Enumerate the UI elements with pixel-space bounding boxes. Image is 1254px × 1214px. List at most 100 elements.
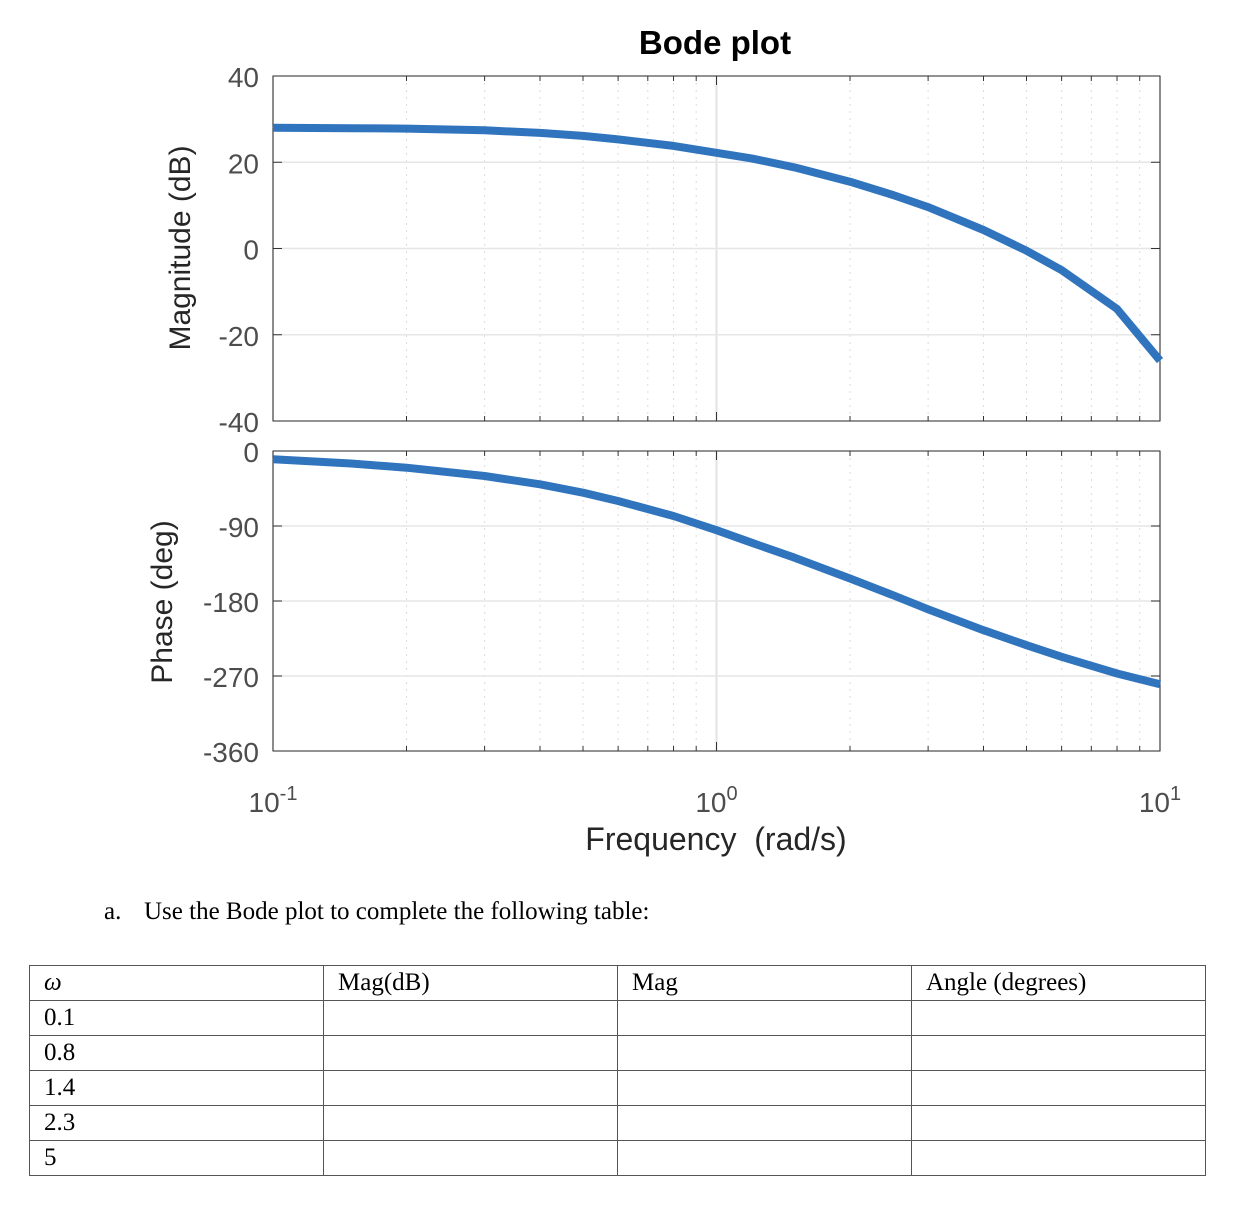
answer-cell[interactable] xyxy=(911,1140,1206,1176)
x-tick-label: 10-1 xyxy=(249,783,298,818)
x-tick-label: 101 xyxy=(1139,783,1181,818)
data-point xyxy=(272,127,274,129)
table-row: 0.1 xyxy=(29,1000,1206,1036)
data-point xyxy=(673,515,675,517)
data-point xyxy=(794,166,796,168)
phase-y-axis-label: Phase (deg) xyxy=(146,520,179,683)
table-row: 0.8 xyxy=(29,1035,1206,1071)
data-point xyxy=(892,594,894,596)
data-point xyxy=(1116,673,1118,674)
data-point xyxy=(582,492,584,494)
answer-cell[interactable] xyxy=(323,1070,618,1106)
data-point xyxy=(350,463,352,464)
answer-cell[interactable] xyxy=(911,1105,1206,1141)
answer-cell[interactable] xyxy=(617,1035,912,1071)
magnitude-panel: 40 20 0 -20 -40 xyxy=(219,62,1164,438)
y-tick-label: -90 xyxy=(219,512,259,543)
omega-cell: 5 xyxy=(29,1140,324,1176)
answer-cell[interactable] xyxy=(617,1105,912,1141)
data-point xyxy=(673,145,675,147)
data-point xyxy=(849,578,851,579)
y-tick-label: 0 xyxy=(243,437,259,468)
answer-cell[interactable] xyxy=(617,1000,912,1036)
table-header-row: ω Mag(dB) Mag Angle (degrees) xyxy=(29,965,1206,1001)
question-label: a. xyxy=(104,898,122,925)
data-point xyxy=(484,475,486,477)
header-mag: Mag xyxy=(617,965,912,1001)
data-point xyxy=(751,157,753,159)
data-point xyxy=(350,127,352,129)
axis-box xyxy=(272,75,1161,422)
data-point xyxy=(1159,360,1161,362)
answer-table: ω Mag(dB) Mag Angle (degrees) 0.1 0.8 1.4 2… xyxy=(29,965,1206,1176)
answer-cell[interactable] xyxy=(323,1105,618,1141)
bode-plot-figure: Bode plot 40 20 0 -20 -40 0 -90 -180 -270 -360 1… xyxy=(146,24,1182,857)
data-point xyxy=(1025,644,1027,646)
phase-panel: 0 -90 -180 -270 -360 xyxy=(203,437,1161,768)
header-angle: Angle (degrees) xyxy=(911,965,1206,1001)
omega-cell: 0.8 xyxy=(29,1035,324,1071)
header-omega: ω xyxy=(29,965,324,1001)
data-point xyxy=(983,629,985,631)
x-tick-base: 10 xyxy=(695,787,726,818)
answer-cell[interactable] xyxy=(617,1140,912,1176)
answer-cell[interactable] xyxy=(323,1000,618,1036)
answer-cell[interactable] xyxy=(323,1035,618,1071)
data-point xyxy=(983,229,985,231)
data-point xyxy=(582,135,584,137)
data-point xyxy=(617,500,619,502)
x-axis-ticks: 10-1 100 101 xyxy=(249,783,1182,818)
answer-cell[interactable] xyxy=(323,1140,618,1176)
magnitude-y-axis-label: Magnitude (dB) xyxy=(164,145,197,350)
axis-box xyxy=(272,450,1161,752)
chart-title: Bode plot xyxy=(639,24,791,61)
x-tick-exponent: 0 xyxy=(727,783,738,805)
data-point xyxy=(406,467,408,469)
data-point xyxy=(1061,656,1063,658)
y-tick-label: -270 xyxy=(203,662,259,693)
answer-cell[interactable] xyxy=(911,1070,1206,1106)
y-tick-label: 40 xyxy=(228,62,259,93)
data-point xyxy=(1025,250,1027,252)
data-point xyxy=(484,129,486,131)
omega-cell: 1.4 xyxy=(29,1070,324,1106)
y-tick-label: 0 xyxy=(243,235,259,266)
y-tick-label: 20 xyxy=(228,148,259,179)
table-row: 2.3 xyxy=(29,1105,1206,1141)
data-point xyxy=(1061,269,1063,271)
answer-cell[interactable] xyxy=(911,1000,1206,1036)
omega-cell: 2.3 xyxy=(29,1105,324,1141)
x-axis-label: Frequency (rad/s) xyxy=(585,821,846,857)
data-point xyxy=(1116,308,1118,310)
data-point xyxy=(892,194,894,196)
question-text: Use the Bode plot to complete the follow… xyxy=(144,898,650,925)
data-point xyxy=(539,483,541,485)
x-tick-exponent: 1 xyxy=(1170,783,1181,805)
y-tick-label: -360 xyxy=(203,737,259,768)
data-point xyxy=(1159,683,1161,685)
table-row: 5 xyxy=(29,1140,1206,1176)
y-tick-label: -180 xyxy=(203,587,259,618)
data-point xyxy=(716,152,717,154)
data-point xyxy=(406,128,408,130)
data-point xyxy=(617,138,619,140)
answer-cell[interactable] xyxy=(911,1035,1206,1071)
data-point xyxy=(716,529,717,531)
omega-cell: 0.1 xyxy=(29,1000,324,1036)
answer-cell[interactable] xyxy=(617,1070,912,1106)
x-tick-base: 10 xyxy=(1139,787,1170,818)
header-mag-db: Mag(dB) xyxy=(323,965,618,1001)
question-a: a. Use the Bode plot to complete the foll… xyxy=(104,898,649,926)
x-tick-base: 10 xyxy=(249,787,280,818)
data-point xyxy=(927,608,929,610)
data-point xyxy=(849,181,851,183)
data-point xyxy=(927,206,929,208)
data-point xyxy=(539,132,541,134)
x-tick-exponent: -1 xyxy=(280,783,298,805)
data-point xyxy=(794,557,796,559)
data-point xyxy=(751,542,753,544)
y-tick-label: -20 xyxy=(219,321,259,352)
y-tick-label: -40 xyxy=(219,407,259,438)
data-point xyxy=(272,458,274,460)
x-tick-label: 100 xyxy=(695,783,737,818)
